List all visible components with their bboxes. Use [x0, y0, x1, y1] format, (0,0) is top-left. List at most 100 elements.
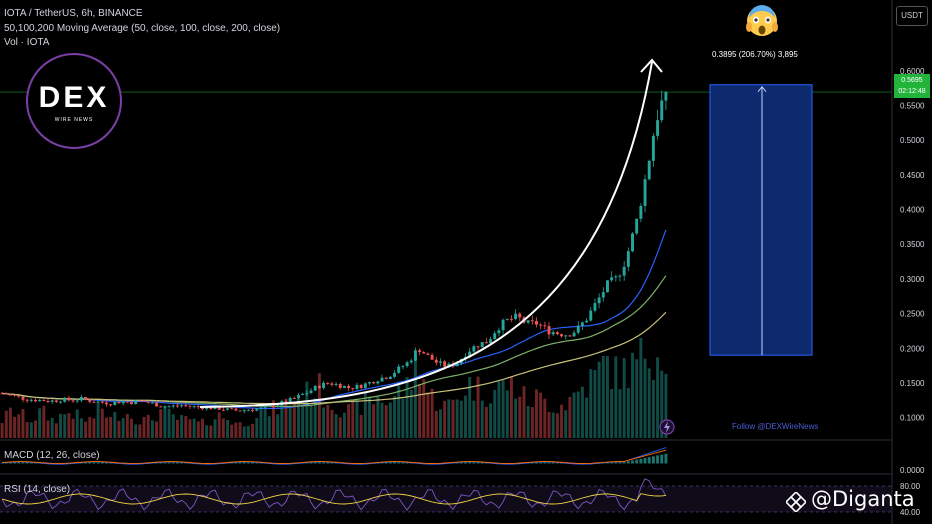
candle-body [184, 405, 188, 407]
candle-body [405, 362, 409, 367]
macd-histogram-bar [17, 462, 21, 464]
candle-body [209, 407, 213, 410]
volume-bar [539, 392, 543, 438]
candle-body [17, 395, 21, 397]
volume-bar [451, 399, 455, 438]
candle [180, 403, 184, 408]
candle [234, 407, 238, 412]
volume-bar [54, 423, 58, 438]
candle [100, 399, 104, 405]
macd-legend[interactable]: MACD (12, 26, close) [4, 450, 100, 461]
candle-body [313, 385, 317, 391]
candle [8, 393, 12, 396]
candle [67, 395, 71, 402]
candle-body [175, 405, 179, 407]
price-tick-label: 0.3000 [900, 275, 925, 284]
volume-bar [430, 388, 434, 438]
volume-bar [564, 410, 568, 438]
candle [530, 315, 534, 325]
candle-body [585, 320, 589, 323]
candle-body [601, 292, 605, 298]
rsi-legend[interactable]: RSI (14, close) [4, 484, 71, 495]
macd-histogram-bar [639, 458, 643, 464]
volume-bar [292, 402, 296, 438]
candle [422, 350, 426, 354]
candle [326, 382, 330, 385]
volume-bar [105, 417, 108, 438]
rsi-ma-line [1, 493, 666, 505]
candle [71, 399, 75, 403]
macd-histogram-bar [175, 462, 179, 464]
candle-body [572, 332, 576, 337]
candle-body [196, 406, 200, 408]
candle-body [514, 313, 518, 320]
candle [514, 309, 518, 321]
candle [518, 312, 522, 322]
candle [96, 400, 100, 403]
candle-body [476, 346, 480, 348]
candle-body [59, 401, 62, 403]
candle [622, 261, 626, 281]
logo-text: DEX [38, 81, 110, 114]
currency-selector[interactable]: USDT [896, 6, 928, 26]
candle-body [288, 397, 292, 403]
price-tick-label: 0.5500 [900, 102, 925, 111]
candle-body [359, 384, 363, 389]
volume-bar [505, 390, 509, 438]
candle-body [221, 409, 225, 411]
candle [59, 400, 62, 404]
candle-body [292, 397, 296, 399]
candle [150, 400, 154, 404]
candle-body [92, 401, 96, 403]
macd-histogram-bar [455, 462, 459, 464]
macd-histogram-bar [334, 462, 338, 464]
candle [618, 274, 622, 282]
follow-text[interactable]: Follow @DEXWireNews [732, 422, 819, 431]
candle-body [29, 399, 33, 401]
macd-histogram-bar [13, 462, 17, 464]
candle-body [117, 401, 121, 404]
candle-body [539, 324, 543, 326]
volume-bar [167, 408, 171, 438]
candle-body [393, 372, 396, 377]
candle [226, 407, 229, 411]
ma-legend[interactable]: 50,100,200 Moving Average (50, close, 10… [4, 23, 281, 34]
candle [664, 91, 668, 111]
volume-bar [626, 388, 630, 438]
volume-bar [351, 399, 355, 438]
rsi-pane [0, 478, 892, 513]
volume-legend[interactable]: Vol · IOTA [4, 37, 50, 48]
candle-body [568, 335, 572, 337]
ma100-line [2, 275, 667, 407]
candles [0, 90, 668, 414]
volume-bar [547, 411, 551, 438]
candle [376, 380, 380, 385]
candle [430, 352, 434, 360]
candle [480, 342, 484, 348]
candle-body [380, 377, 384, 382]
candle-body [67, 397, 71, 401]
measure-arrow-head [757, 85, 767, 93]
candle-body [246, 409, 250, 411]
candle-body [606, 280, 609, 293]
volume-bar [593, 369, 597, 438]
measure-label: 0.3895 (206.70%) 3,895 [712, 50, 798, 59]
volume-bar [17, 414, 21, 438]
macd-histogram-bar [551, 462, 555, 464]
candle-body [518, 313, 522, 318]
candle [572, 330, 576, 337]
volume-bar [635, 359, 639, 438]
macd-histogram-bar [29, 462, 33, 464]
macd-histogram-bar [614, 462, 618, 464]
candle [589, 307, 593, 322]
macd-histogram-bar [109, 462, 113, 464]
volume-bar [338, 417, 342, 438]
price-tick-label: 0.5000 [900, 136, 925, 145]
candle-body [301, 393, 305, 395]
macd-histogram-bar [105, 462, 108, 464]
candle [626, 247, 630, 272]
candle-body [130, 402, 133, 405]
macd-histogram-bar [388, 462, 392, 464]
macd-histogram-bar [606, 462, 609, 464]
